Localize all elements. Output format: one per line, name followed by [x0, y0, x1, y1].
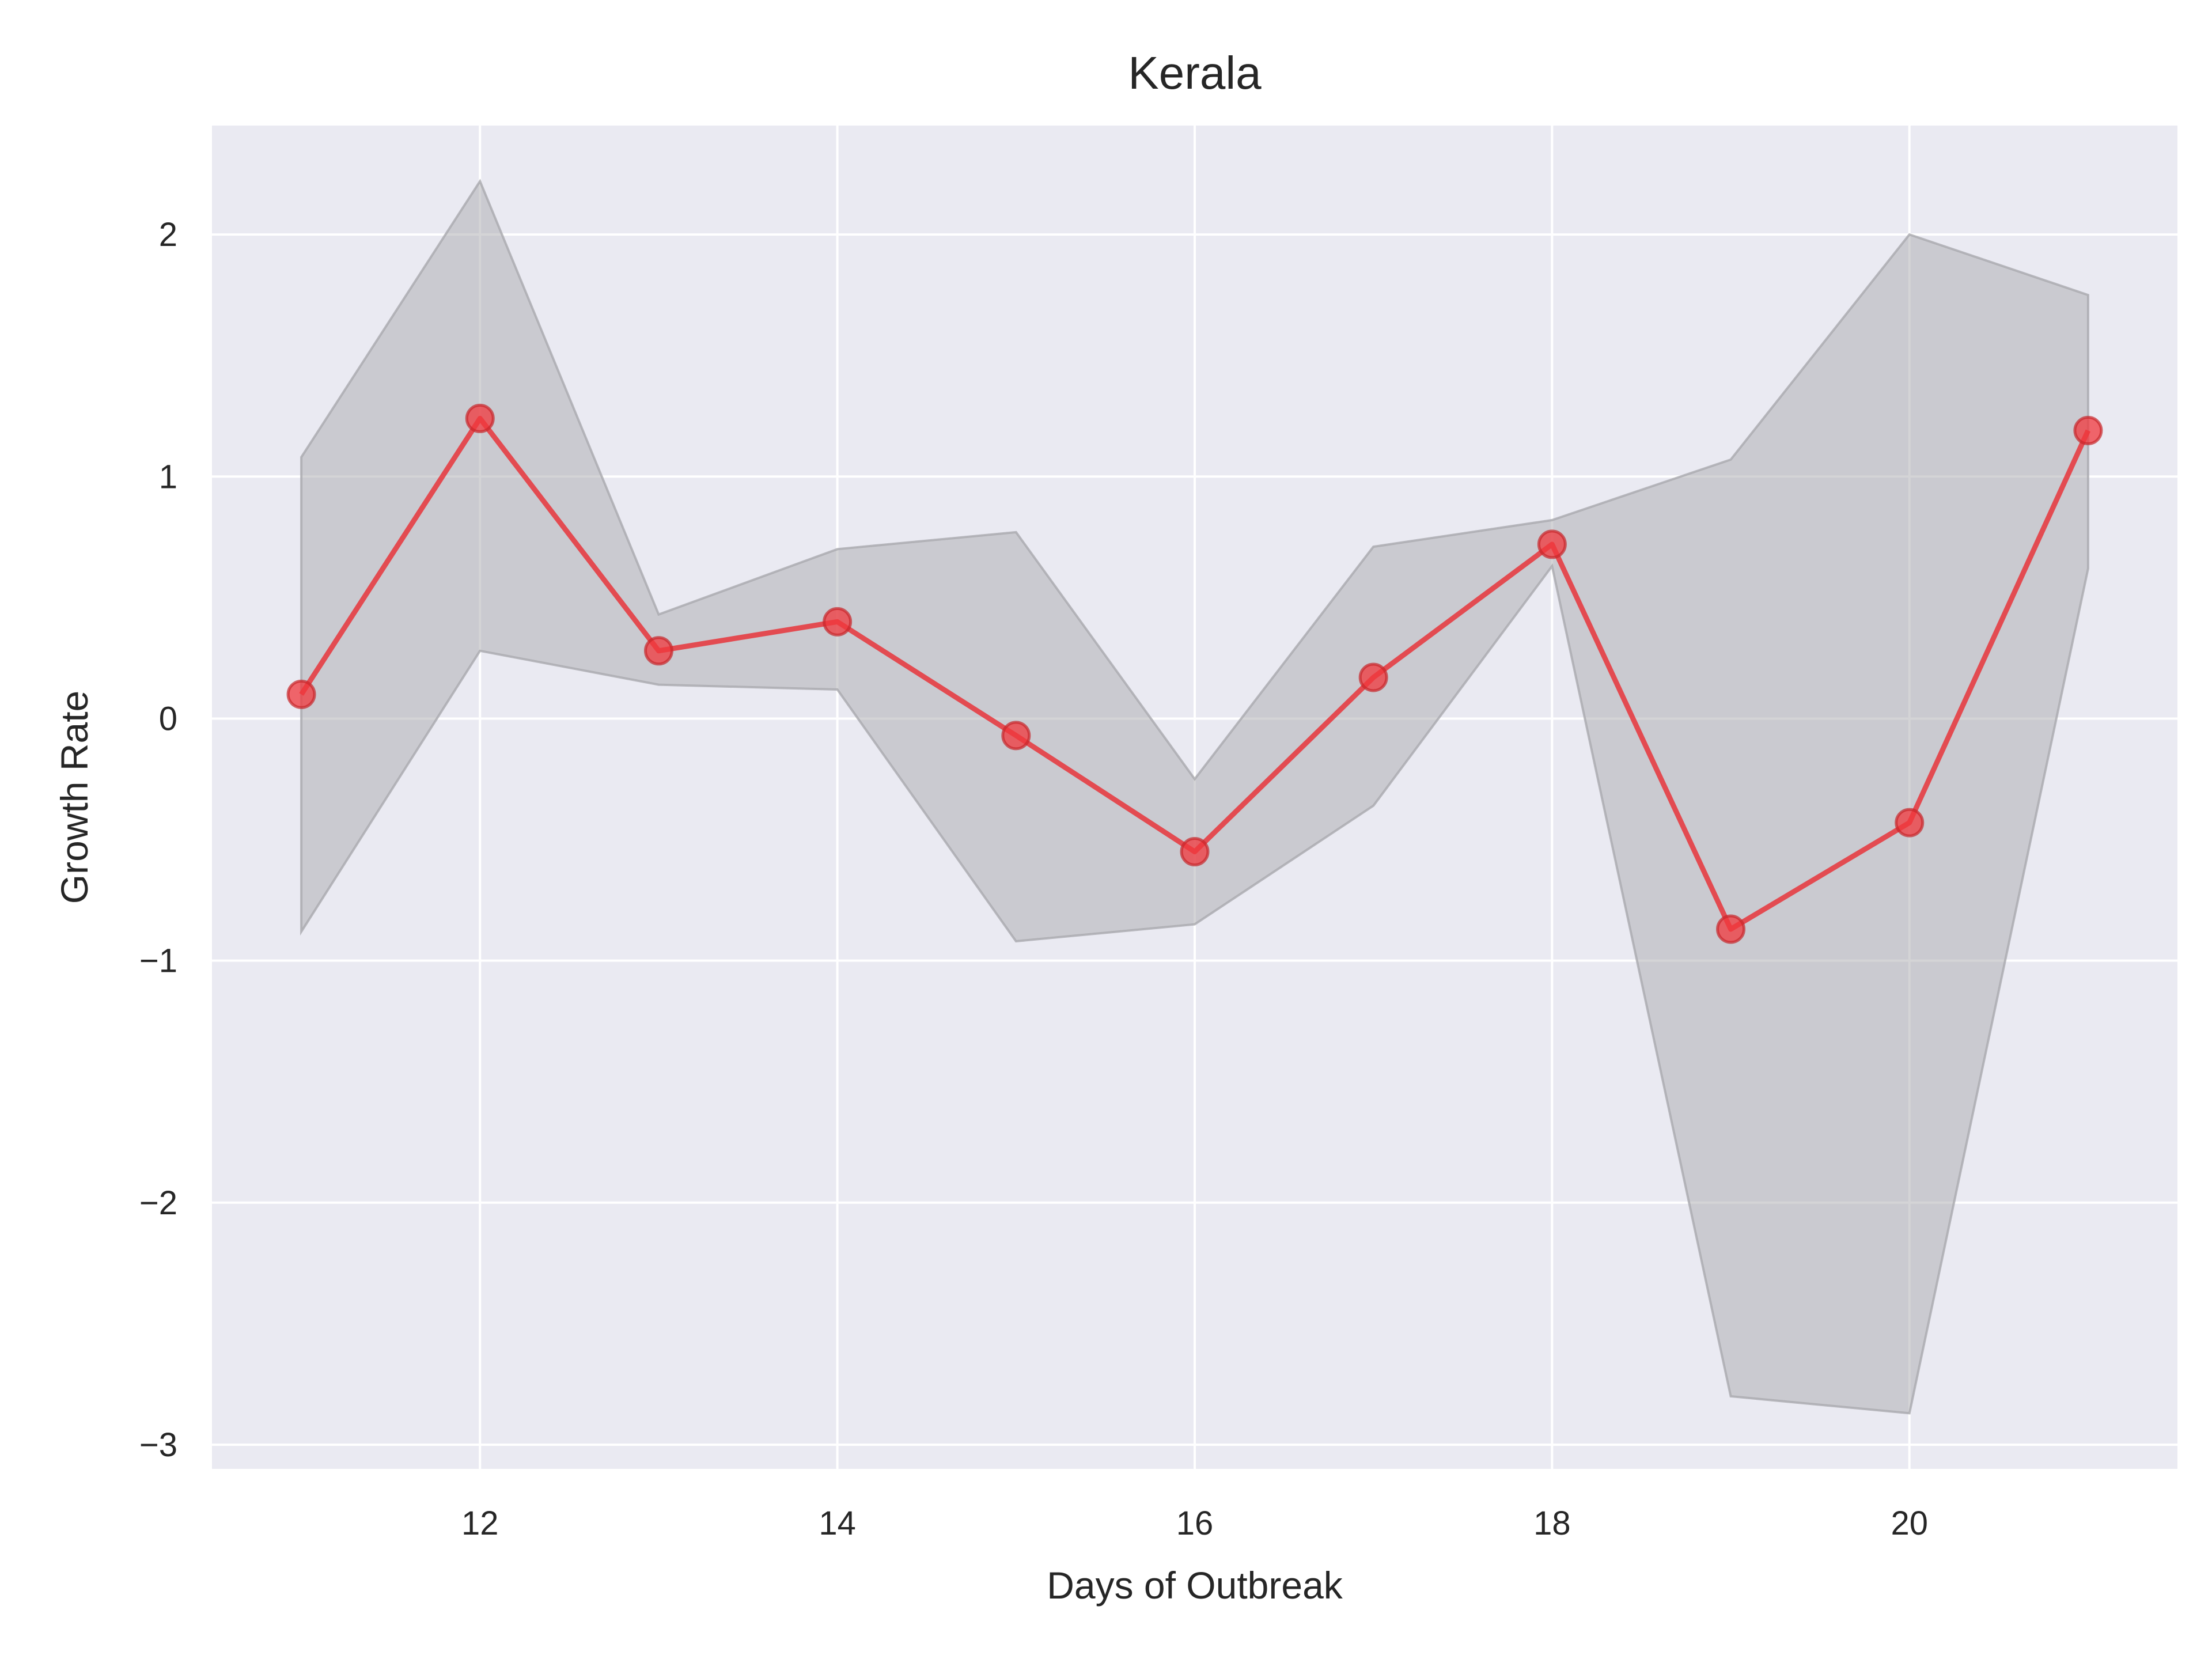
data-point — [643, 636, 673, 666]
data-point — [286, 679, 316, 709]
x-tick-labels: 12 14 16 18 20 — [461, 1505, 1928, 1542]
y-tick-label: 0 — [159, 700, 177, 737]
x-tick-label: 18 — [1533, 1505, 1571, 1542]
x-tick-label: 14 — [819, 1505, 856, 1542]
x-tick-label: 12 — [461, 1505, 499, 1542]
confidence-band-layer — [300, 179, 2089, 1415]
data-point — [1537, 529, 1567, 559]
data-point — [1001, 721, 1031, 751]
x-tick-label: 20 — [1891, 1505, 1928, 1542]
data-points-layer — [286, 403, 2103, 944]
data-point — [1358, 662, 1388, 692]
x-tick-label: 16 — [1176, 1505, 1214, 1542]
y-tick-label: −3 — [139, 1426, 177, 1464]
y-tick-label: 2 — [159, 216, 177, 253]
data-point — [823, 607, 853, 637]
data-point — [2073, 415, 2103, 445]
y-tick-label: −2 — [139, 1184, 177, 1222]
y-tick-labels: −3 −2 −1 0 1 2 — [139, 216, 177, 1464]
confidence-band — [300, 179, 2089, 1415]
data-point — [1716, 914, 1746, 944]
y-tick-label: −1 — [139, 942, 177, 980]
data-point — [1180, 837, 1210, 867]
x-axis-title: Days of Outbreak — [1047, 1564, 1343, 1607]
data-point — [465, 403, 495, 433]
y-axis-title: Growth Rate — [53, 691, 96, 904]
data-point — [1895, 808, 1925, 838]
y-tick-label: 1 — [159, 458, 177, 495]
chart-title: Kerala — [1128, 47, 1262, 99]
